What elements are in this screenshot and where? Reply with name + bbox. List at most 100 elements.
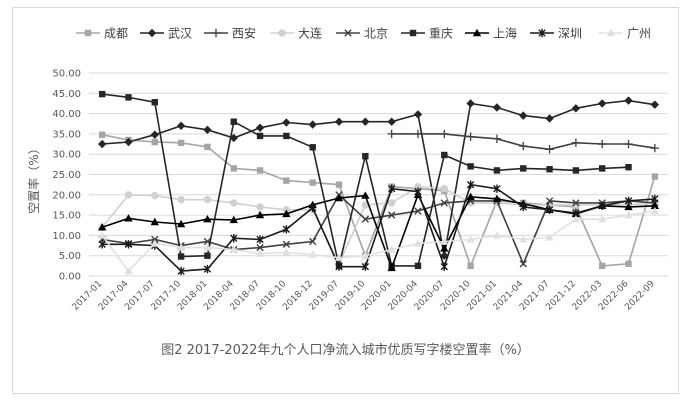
data-point <box>650 100 660 109</box>
data-point <box>545 205 554 215</box>
data-point <box>387 199 396 207</box>
data-point <box>624 139 633 149</box>
legend-label: 大连 <box>298 26 322 41</box>
data-point <box>97 231 107 239</box>
legend-label: 成都 <box>104 27 128 41</box>
data-point <box>84 29 92 37</box>
data-point <box>606 28 616 37</box>
series-5 <box>98 90 632 270</box>
data-point <box>650 201 660 209</box>
data-point <box>177 195 185 204</box>
data-point <box>334 253 344 261</box>
data-point <box>440 262 448 271</box>
data-point <box>414 182 422 191</box>
data-point <box>256 235 264 244</box>
data-point <box>472 28 482 37</box>
data-point <box>278 29 286 37</box>
data-point <box>538 28 546 38</box>
data-point <box>414 262 422 270</box>
chart-caption: 图2 2017-2022年九个人口净流入城市优质写字楼空置率（%） <box>161 343 530 358</box>
data-point <box>256 167 264 174</box>
data-point <box>519 202 527 212</box>
data-point <box>124 214 133 222</box>
data-point <box>466 192 475 201</box>
legend-item[interactable]: 上海 <box>465 26 517 41</box>
data-point <box>624 210 633 219</box>
data-point <box>599 165 606 172</box>
data-point <box>466 99 475 108</box>
data-point <box>176 121 186 130</box>
data-point <box>361 251 370 259</box>
data-point <box>650 143 660 153</box>
data-point <box>282 209 291 218</box>
data-point <box>572 199 580 207</box>
legend-label: 上海 <box>493 26 517 41</box>
data-point <box>309 144 316 151</box>
data-point <box>414 187 422 196</box>
data-point <box>308 120 317 129</box>
data-point <box>413 110 423 119</box>
data-point <box>492 103 502 112</box>
data-point <box>256 203 264 211</box>
legend-item[interactable]: 广州 <box>599 27 651 41</box>
data-point <box>282 225 291 234</box>
data-point <box>467 163 474 170</box>
legend-label: 武汉 <box>168 27 192 41</box>
data-point <box>440 237 449 245</box>
legend-item[interactable]: 重庆 <box>401 27 453 41</box>
data-point <box>519 260 527 268</box>
data-point <box>519 111 528 120</box>
legend-label: 深圳 <box>558 27 582 41</box>
data-point <box>334 193 344 202</box>
data-point <box>308 250 317 258</box>
data-point <box>256 243 264 252</box>
series-1 <box>97 96 660 260</box>
data-point <box>361 262 370 271</box>
data-point <box>282 118 291 127</box>
legend-item[interactable]: 大连 <box>270 26 322 41</box>
data-point <box>124 266 133 275</box>
data-point <box>572 167 580 174</box>
data-point <box>387 184 396 193</box>
series-line <box>101 185 655 266</box>
gridlines <box>89 72 668 277</box>
legend-item[interactable]: 成都 <box>76 27 128 41</box>
data-point <box>387 211 396 219</box>
series-line <box>102 133 656 269</box>
data-point <box>599 262 606 270</box>
data-point <box>282 248 291 256</box>
data-point <box>492 231 502 239</box>
data-point <box>150 130 159 139</box>
data-point <box>150 217 159 226</box>
data-point <box>124 240 133 249</box>
data-point <box>624 202 633 211</box>
series-line <box>102 99 655 256</box>
data-point <box>413 239 423 247</box>
legend-item[interactable]: 西安 <box>204 26 256 41</box>
data-point <box>571 214 581 223</box>
y-tick-label: 35.00 <box>52 129 81 140</box>
y-tick-label: 5.00 <box>59 251 81 262</box>
data-point <box>571 138 581 148</box>
data-point <box>230 165 237 172</box>
data-point <box>97 139 107 149</box>
data-point <box>545 145 554 154</box>
data-point <box>598 139 607 149</box>
data-point <box>98 90 106 98</box>
series-line <box>101 210 655 273</box>
data-point <box>203 195 212 204</box>
y-tick-label: 0.00 <box>59 272 81 283</box>
legend-item[interactable]: 深圳 <box>530 27 582 41</box>
data-point <box>362 153 369 160</box>
data-point <box>309 237 317 246</box>
data-point <box>203 264 212 274</box>
data-point <box>571 104 581 113</box>
legend-item[interactable]: 北京 <box>336 27 388 41</box>
legend-label: 北京 <box>364 27 388 41</box>
data-point <box>651 173 659 180</box>
legend[interactable]: 成都 武汉 西安 大连 北京 重庆 上海 深圳 广州 <box>76 26 651 41</box>
series-7 <box>98 180 659 276</box>
data-point <box>440 199 448 207</box>
legend-item[interactable]: 武汉 <box>140 27 192 41</box>
